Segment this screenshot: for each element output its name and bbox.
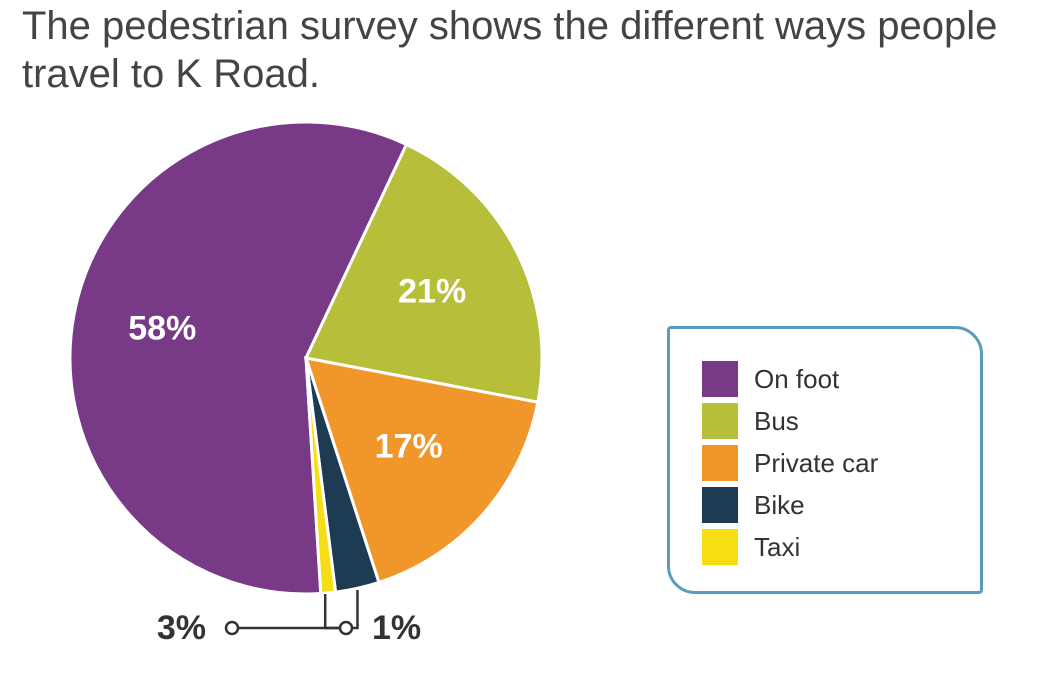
callout-dot-taxi: [338, 620, 354, 636]
page-title: The pedestrian survey shows the differen…: [22, 4, 998, 96]
data-label-private-car: 17%: [375, 428, 443, 466]
legend-item-on-foot: On foot: [702, 361, 839, 397]
pie-slice-taxi: [304, 357, 338, 596]
legend-label-taxi: Taxi: [754, 531, 801, 562]
data-label-on-foot: 58%: [128, 310, 196, 348]
callout-line-taxi: [323, 594, 340, 630]
callout-line-bike: [238, 590, 359, 630]
data-label-bike: 3%: [157, 609, 206, 647]
legend-item-bike: Bike: [702, 487, 805, 523]
legend-item-bus: Bus: [702, 403, 799, 439]
legend-label-bus: Bus: [754, 405, 799, 436]
legend-item-taxi: Taxi: [702, 529, 800, 565]
legend-swatch-private-car: [702, 445, 738, 481]
legend-swatch-on-foot: [702, 361, 738, 397]
legend-item-private-car: Private car: [702, 445, 878, 481]
pie-slice-private-car: [303, 356, 540, 585]
callout-dot-bike: [224, 620, 240, 636]
data-label-taxi: 1%: [372, 609, 421, 647]
legend-label-private-car: Private car: [754, 447, 879, 478]
legend-swatch-bus: [702, 403, 738, 439]
pie-slice-on-foot: [68, 120, 409, 596]
chart-legend: On foot Bus Private car Bike Taxi: [667, 326, 983, 594]
legend-label-bike: Bike: [754, 489, 805, 520]
data-label-bus: 21%: [398, 273, 466, 311]
legend-swatch-taxi: [702, 529, 738, 565]
legend-label-on-foot: On foot: [754, 363, 840, 394]
legend-swatch-bike: [702, 487, 738, 523]
pie-slice-bus: [303, 142, 544, 404]
